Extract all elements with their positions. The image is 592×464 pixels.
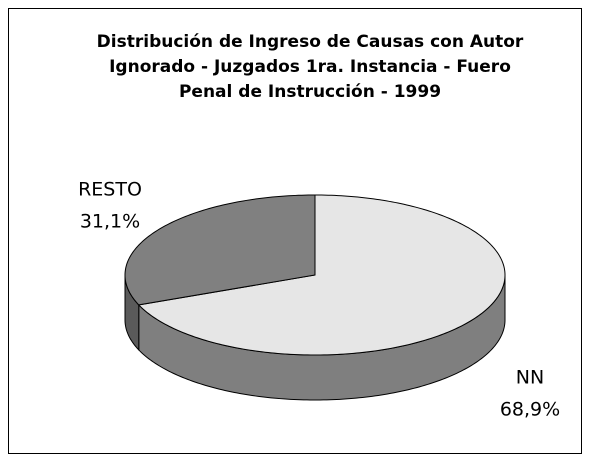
- slice: [124, 194, 316, 306]
- slice-label: RESTO: [78, 179, 142, 201]
- slice-value-label: 31,1%: [80, 211, 140, 233]
- chart-frame: [8, 8, 582, 454]
- slice: [137, 194, 506, 356]
- chart-title: Distribución de Ingreso de Causas con Au…: [96, 32, 524, 102]
- slice-value-label: 68,9%: [500, 399, 560, 421]
- slice-label: NN: [516, 367, 544, 389]
